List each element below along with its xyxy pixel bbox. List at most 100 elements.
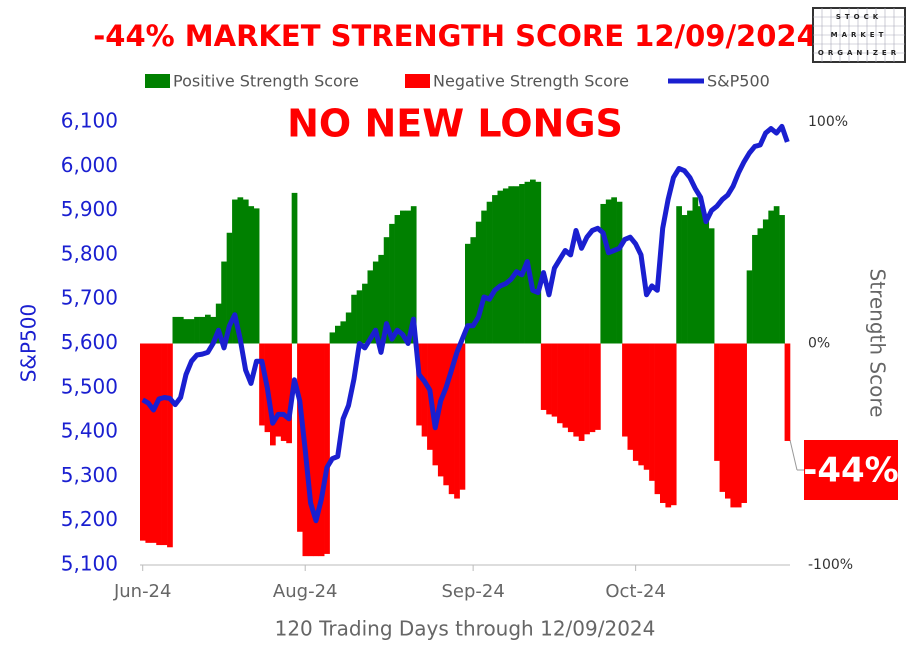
annotation: NO NEW LONGS [287,102,623,146]
y2-axis-label: Strength Score [866,269,890,418]
chart-title: -44% MARKET STRENGTH SCORE 12/09/2024 [93,19,817,53]
bar [210,316,217,344]
bar [410,206,417,344]
callout-connector [789,439,798,471]
bar [535,181,542,344]
bar [329,332,336,344]
legend-label: Negative Strength Score [433,72,629,91]
bar [313,343,320,557]
bar [735,343,742,508]
x-tick-label: Sep-24 [441,581,504,602]
bar [497,190,504,344]
bar [156,343,162,546]
bar [199,316,206,344]
bar [248,206,255,344]
bar [140,343,146,541]
bar [589,343,596,433]
y2-tick-label: -100% [808,557,853,573]
bar [194,316,200,344]
bar [687,210,693,344]
y-tick-label: 5,400 [61,419,118,443]
bar [752,234,758,344]
bar [654,343,661,495]
callout-box [804,440,898,500]
bar [562,343,569,428]
y-tick-label: 5,100 [61,552,118,576]
bar [400,210,406,344]
bar [600,203,607,344]
bar [161,343,168,546]
bar [237,197,244,344]
bar [367,270,374,344]
bar [270,343,276,446]
bar [340,321,347,344]
bar [470,237,477,344]
y2-tick-label: 0% [808,336,830,352]
x-tick-label: Oct-24 [605,581,666,602]
legend-item: Positive Strength Score [145,72,359,91]
bar [448,343,455,495]
y-tick-label: 5,300 [61,463,118,487]
bar [567,343,574,433]
bar [681,215,688,344]
bar [286,343,292,444]
y-tick-label: 5,700 [61,286,118,310]
legend-item: S&P500 [668,72,770,91]
logo-text: STOCK [836,13,882,21]
bar [318,343,325,557]
bar [297,343,303,532]
bar [784,343,791,441]
bar [454,343,460,499]
bar [676,206,682,344]
bar [643,343,650,470]
bar [605,199,612,344]
bar [389,223,395,344]
bar [188,319,195,344]
bar [519,184,525,344]
bar [421,343,428,437]
legend-swatch [145,74,170,88]
bar [291,192,298,344]
bar [432,343,439,466]
bar [205,314,211,344]
bar [475,221,482,344]
bar [443,343,450,486]
bar [502,188,509,344]
bar [362,283,368,344]
bar [259,343,265,426]
bar [167,343,173,548]
bar [773,206,780,344]
bar [757,228,764,344]
bar [779,215,785,344]
bar [584,343,590,435]
bar [215,303,222,344]
bar [307,343,314,557]
logo [812,7,906,63]
bar [632,343,639,461]
bar [665,343,672,508]
y2-tick-label: 100% [808,114,848,130]
bar [356,290,363,344]
bar [768,210,775,344]
bar [486,201,493,344]
callout-label: -44% [803,451,899,491]
bar [345,312,352,344]
bar [465,243,471,344]
legend-item: Negative Strength Score [405,72,629,91]
bar [573,343,580,437]
legend-label: S&P500 [707,72,770,91]
bar [183,319,190,344]
x-tick-label: Aug-24 [273,581,338,602]
bar [232,199,238,344]
bar [540,343,547,410]
bar [622,343,628,437]
y-tick-label: 6,000 [61,153,118,177]
bar [280,343,287,441]
bar [551,343,558,417]
bar [557,343,563,424]
bar [616,201,623,344]
bar [394,215,401,344]
logo-text: ORGANIZER [818,49,900,57]
